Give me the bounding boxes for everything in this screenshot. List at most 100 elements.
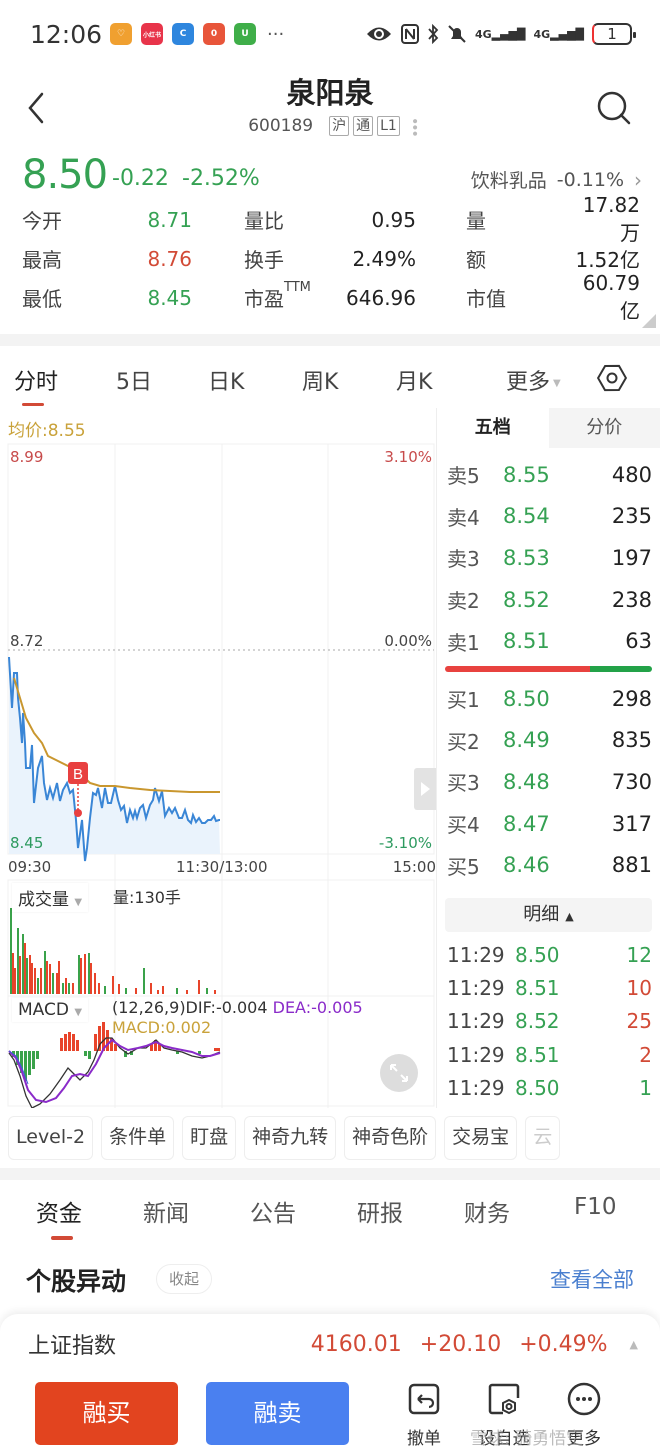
macd-indicator-select[interactable]: MACD ▼ — [12, 998, 89, 1022]
bid-ask-ratio-bar — [445, 665, 652, 672]
x-axis-start: 09:30 — [8, 858, 52, 876]
back-button[interactable] — [22, 90, 52, 126]
stat-label-high: 最高 — [22, 248, 62, 272]
notification-app-icon: C — [172, 23, 195, 45]
dropdown-icon: ▼ — [553, 377, 561, 389]
ask-row[interactable]: 卖3 8.53 197 — [447, 545, 652, 572]
info-tabs: 资金 新闻 公告 研报 财务 F10 — [0, 1180, 660, 1240]
chart-settings-icon[interactable] — [596, 362, 628, 394]
notification-app-icon: ♡ — [110, 23, 133, 45]
order-book: 五档 分价 卖5 8.55 480 卖4 8.54 235 卖3 8.53 197 卖2 8.… — [436, 408, 660, 1108]
tab-weekly-k[interactable]: 周K — [302, 370, 339, 395]
sector-link[interactable]: 饮料乳品 -0.11% › — [471, 166, 642, 193]
fullscreen-button[interactable] — [380, 1054, 418, 1092]
margin-buy-button[interactable]: 融买 — [35, 1382, 178, 1445]
chip-watch[interactable]: 盯盘 — [182, 1116, 237, 1160]
stat-value-low: 8.45 — [147, 285, 192, 310]
tab-announcements[interactable]: 公告 — [250, 1201, 296, 1227]
tick-detail-toggle[interactable]: 明细 ▲ — [445, 897, 652, 932]
chevron-right-icon: › — [634, 167, 642, 192]
more-icon — [567, 1382, 601, 1416]
chip-conditional-order[interactable]: 条件单 — [101, 1116, 175, 1160]
volume-indicator-select[interactable]: 成交量 ▼ — [12, 883, 89, 912]
tick-row: 11:29 8.52 25 — [447, 1009, 652, 1034]
volume-bars — [10, 908, 216, 994]
stat-label-pe: 市盈TTM — [244, 280, 311, 311]
svg-text:B: B — [73, 766, 83, 783]
view-all-link[interactable]: 查看全部 — [550, 1268, 634, 1292]
trade-bar: 上证指数 4160.01 +20.10 +0.49% ▲ 融买 融卖 撤单 设自… — [0, 1314, 660, 1456]
section-title: 个股异动 — [26, 1267, 127, 1296]
bid-row[interactable]: 买5 8.46 881 — [447, 853, 652, 879]
bid-row[interactable]: 买2 8.49 835 — [447, 728, 652, 754]
chip-level2[interactable]: Level-2 — [8, 1116, 94, 1160]
tab-daily-k[interactable]: 日K — [208, 370, 245, 395]
notification-app-icon: U — [234, 23, 257, 45]
chip-cloud[interactable]: 云 — [525, 1116, 561, 1160]
intraday-chart[interactable]: 均价:8.55 B — [0, 408, 436, 1108]
tab-five-levels[interactable]: 五档 — [437, 408, 549, 448]
margin-sell-button[interactable]: 融卖 — [206, 1382, 349, 1445]
tab-financials[interactable]: 财务 — [464, 1201, 510, 1227]
tab-intraday[interactable]: 分时 — [14, 364, 58, 406]
divider — [0, 334, 660, 346]
y-axis-bottom-pct: -3.10% — [378, 834, 432, 852]
macd-value: MACD:0.002 — [112, 1018, 212, 1037]
bid-row[interactable]: 买1 8.50 298 — [447, 686, 652, 713]
period-tabs: 分时 5日 日K 周K 月K 更多 ▼ — [0, 348, 660, 408]
tab-more[interactable]: 更多 ▼ — [506, 370, 561, 395]
stat-value-amount: 1.52亿 — [575, 248, 640, 272]
watchlist-icon — [488, 1383, 520, 1415]
index-ticker[interactable]: 上证指数 4160.01 +20.10 +0.49% ▲ — [28, 1328, 638, 1360]
tab-monthly-k[interactable]: 月K — [396, 370, 433, 395]
play-replay-button[interactable] — [414, 768, 436, 810]
last-price: 8.50 — [22, 152, 108, 198]
expand-stats-icon[interactable] — [642, 314, 656, 328]
dropdown-icon: ▼ — [74, 1007, 83, 1018]
bid-row[interactable]: 买3 8.48 730 — [447, 769, 652, 796]
more-actions-button[interactable]: 更多 — [554, 1382, 614, 1449]
stat-label-volume-ratio: 量比 — [244, 209, 284, 233]
index-value: 4160.01 — [310, 1331, 402, 1357]
y-axis-bottom-price: 8.45 — [10, 834, 44, 852]
level-tag: L1 — [377, 116, 400, 136]
collapse-button[interactable]: 收起 — [156, 1264, 213, 1294]
ask-row[interactable]: 卖4 8.54 235 — [447, 504, 652, 530]
notification-app-icon: 0 — [203, 23, 226, 45]
index-change: +20.10 — [419, 1331, 502, 1357]
tab-5day[interactable]: 5日 — [116, 370, 152, 395]
avg-price-label: 均价:8.55 — [8, 421, 86, 441]
tab-f10[interactable]: F10 — [574, 1194, 617, 1220]
stat-label-amount: 额 — [466, 248, 486, 272]
chip-magic-color[interactable]: 神奇色阶 — [344, 1116, 437, 1160]
search-button[interactable] — [594, 88, 634, 128]
caret-up-icon[interactable]: ▲ — [629, 1337, 638, 1351]
chip-magic-nine[interactable]: 神奇九转 — [244, 1116, 337, 1160]
ask-row[interactable]: 卖2 8.52 238 — [447, 587, 652, 614]
tick-row: 11:29 8.50 1 — [447, 1076, 652, 1101]
cancel-order-button[interactable]: 撤单 — [394, 1382, 454, 1449]
add-watchlist-button[interactable]: 设自选 — [474, 1382, 534, 1449]
tab-price-distribution[interactable]: 分价 — [548, 408, 660, 448]
stat-value-turnover: 2.49% — [352, 246, 416, 271]
bell-muted-icon — [448, 25, 466, 43]
tab-research[interactable]: 研报 — [357, 1201, 403, 1227]
sector-change: -0.11% — [556, 168, 624, 191]
index-change-pct: +0.49% — [519, 1331, 608, 1357]
ask-row[interactable]: 卖1 8.51 63 — [447, 629, 652, 655]
tab-news[interactable]: 新闻 — [143, 1201, 189, 1227]
index-name: 上证指数 — [28, 1334, 117, 1359]
chip-trade-treasure[interactable]: 交易宝 — [444, 1116, 518, 1160]
bid-row[interactable]: 买4 8.47 317 — [447, 811, 652, 838]
nfc-icon — [400, 24, 419, 44]
stat-label-low: 最低 — [22, 287, 62, 311]
buy-marker — [68, 762, 88, 784]
divider — [0, 1168, 660, 1180]
more-tags-icon[interactable]: ••• — [405, 116, 422, 136]
stock-header: 泉阳泉 600189 沪 通 L1 ••• — [0, 68, 660, 148]
stat-label-open: 今开 — [22, 209, 62, 233]
tab-capital[interactable]: 资金 — [36, 1194, 82, 1240]
stat-value-market-cap: 60.79亿 — [582, 271, 640, 323]
tool-chips: Level-2 条件单 盯盘 神奇九转 神奇色阶 交易宝 云 — [8, 1116, 660, 1160]
ask-row[interactable]: 卖5 8.55 480 — [447, 462, 652, 489]
